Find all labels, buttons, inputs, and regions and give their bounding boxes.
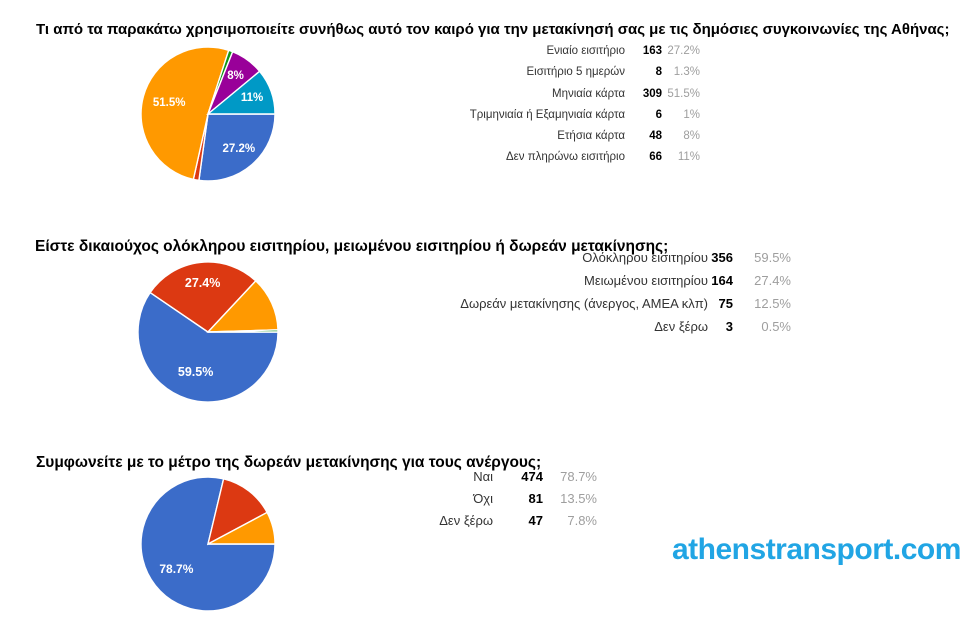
answers-table-ticket-type: Ολόκληρου εισιτηρίου 356 59.5% Μειωμένου… xyxy=(378,246,791,338)
table-row: Μηνιαία κάρτα 309 51.5% xyxy=(305,84,700,105)
answers-table-transport-tickets: Ενιαίο εισιτήριο 163 27.2% Εισιτήριο 5 η… xyxy=(305,41,700,169)
answer-count: 6 xyxy=(655,108,662,121)
table-row: Ολόκληρου εισιτηρίου 356 59.5% xyxy=(378,246,791,269)
answers-table-free-transport: Ναι 474 78.7% Όχι 81 13.5% Δεν ξέρω 47 7… xyxy=(293,466,597,532)
table-row: Δεν ξέρω 3 0.5% xyxy=(378,315,791,338)
pie-slice[interactable] xyxy=(137,291,279,403)
pie-slice-label: 11% xyxy=(240,92,264,105)
pie-chart-ticket-type: 59.5% 27.4% xyxy=(135,259,281,405)
pie-svg xyxy=(137,261,279,403)
table-row: Εισιτήριο 5 ημερών 8 1.3% xyxy=(305,62,700,83)
pie-slice-label: 27.4% xyxy=(184,276,221,291)
answer-percent: 27.4% xyxy=(754,273,791,288)
answer-percent: 13.5% xyxy=(560,491,597,506)
question-title-ticket-type: Είστε δικαιούχος ολόκληρου εισιτηρίου, μ… xyxy=(35,237,669,255)
answer-count: 8 xyxy=(655,66,662,79)
table-row: Μειωμένου εισιτηρίου 164 27.4% xyxy=(378,269,791,292)
pie-chart-transport-tickets: 27.2% 51.5% 8% 11% xyxy=(138,44,278,184)
answer-percent: 1% xyxy=(683,108,700,121)
answer-percent: 0.5% xyxy=(761,319,791,334)
answer-count: 356 xyxy=(711,250,733,265)
pie-slice-label: 27.2% xyxy=(222,143,256,156)
pie-slice[interactable] xyxy=(140,46,230,181)
question-title-transport-tickets: Τι από τα παρακάτω χρησιμοποιείτε συνήθω… xyxy=(36,21,950,39)
answer-label: Δεν ξέρω xyxy=(439,513,493,528)
pie-svg xyxy=(140,476,276,612)
pie-slice[interactable] xyxy=(207,511,276,545)
pie-slice-label: 59.5% xyxy=(177,365,214,380)
pie-slice[interactable] xyxy=(149,261,257,333)
answer-label: Όχι xyxy=(473,491,493,506)
table-row: Ετήσια κάρτα 48 8% xyxy=(305,126,700,147)
pie-slice-label: 51.5% xyxy=(152,97,186,110)
answer-count: 47 xyxy=(528,513,543,528)
answer-label: Μειωμένου εισιτηρίου xyxy=(584,273,708,288)
answer-count: 48 xyxy=(649,130,662,143)
table-row: Ναι 474 78.7% xyxy=(293,466,597,488)
answer-count: 3 xyxy=(725,319,733,334)
answer-percent: 51.5% xyxy=(667,87,700,100)
table-row: Όχι 81 13.5% xyxy=(293,488,597,510)
answer-count: 164 xyxy=(711,273,733,288)
answer-count: 309 xyxy=(642,87,662,100)
answer-percent: 27.2% xyxy=(667,45,700,57)
answer-percent: 11% xyxy=(677,151,700,164)
answer-percent: 12.5% xyxy=(754,296,791,311)
table-row: Δεν ξέρω 47 7.8% xyxy=(293,510,597,532)
answer-percent: 1.3% xyxy=(673,66,700,79)
answer-count: 163 xyxy=(642,45,662,57)
answer-label: Δεν πληρώνω εισιτήριο xyxy=(505,151,625,164)
answer-label: Εισιτήριο 5 ημερών xyxy=(526,66,625,79)
pie-slice[interactable] xyxy=(206,70,276,115)
answer-label: Ολόκληρου εισιτηρίου xyxy=(582,250,708,265)
pie-slice-label: 78.7% xyxy=(159,561,194,576)
table-row: Ενιαίο εισιτήριο 163 27.2% xyxy=(305,41,700,62)
watermark-site-name: athenstransport.com xyxy=(672,533,961,566)
pie-slice[interactable] xyxy=(207,329,279,333)
answer-count: 81 xyxy=(528,491,543,506)
pie-slice[interactable] xyxy=(206,477,269,546)
answer-label: Ενιαίο εισιτήριο xyxy=(546,45,625,57)
pie-slice-label: 8% xyxy=(227,70,244,83)
answer-percent: 78.7% xyxy=(560,469,597,484)
answer-label: Δεν ξέρω xyxy=(654,319,708,334)
pie-chart-free-transport: 78.7% xyxy=(138,474,278,614)
answer-label: Τριμηνιαία ή Εξαμηνιαία κάρτα xyxy=(469,108,625,121)
answer-count: 66 xyxy=(649,151,662,164)
table-row: Δωρεάν μετακίνησης (άνεργος, ΑΜΕΑ κλπ) 7… xyxy=(378,292,791,315)
question-title-free-transport: Συμφωνείτε με το μέτρο της δωρεάν μετακί… xyxy=(36,453,542,471)
answer-label: Ετήσια κάρτα xyxy=(557,130,625,143)
answer-percent: 59.5% xyxy=(754,250,791,265)
answer-percent: 8% xyxy=(683,130,700,143)
answer-label: Ναι xyxy=(473,469,493,484)
table-row: Τριμηνιαία ή Εξαμηνιαία κάρτα 6 1% xyxy=(305,105,700,126)
answer-label: Μηνιαία κάρτα xyxy=(552,87,625,100)
pie-slice[interactable] xyxy=(198,113,276,182)
answer-percent: 7.8% xyxy=(567,513,597,528)
table-row: Δεν πληρώνω εισιτήριο 66 11% xyxy=(305,147,700,168)
answer-count: 474 xyxy=(521,469,543,484)
answer-label: Δωρεάν μετακίνησης (άνεργος, ΑΜΕΑ κλπ) xyxy=(460,296,708,311)
pie-svg xyxy=(140,46,276,182)
answer-count: 75 xyxy=(718,296,733,311)
